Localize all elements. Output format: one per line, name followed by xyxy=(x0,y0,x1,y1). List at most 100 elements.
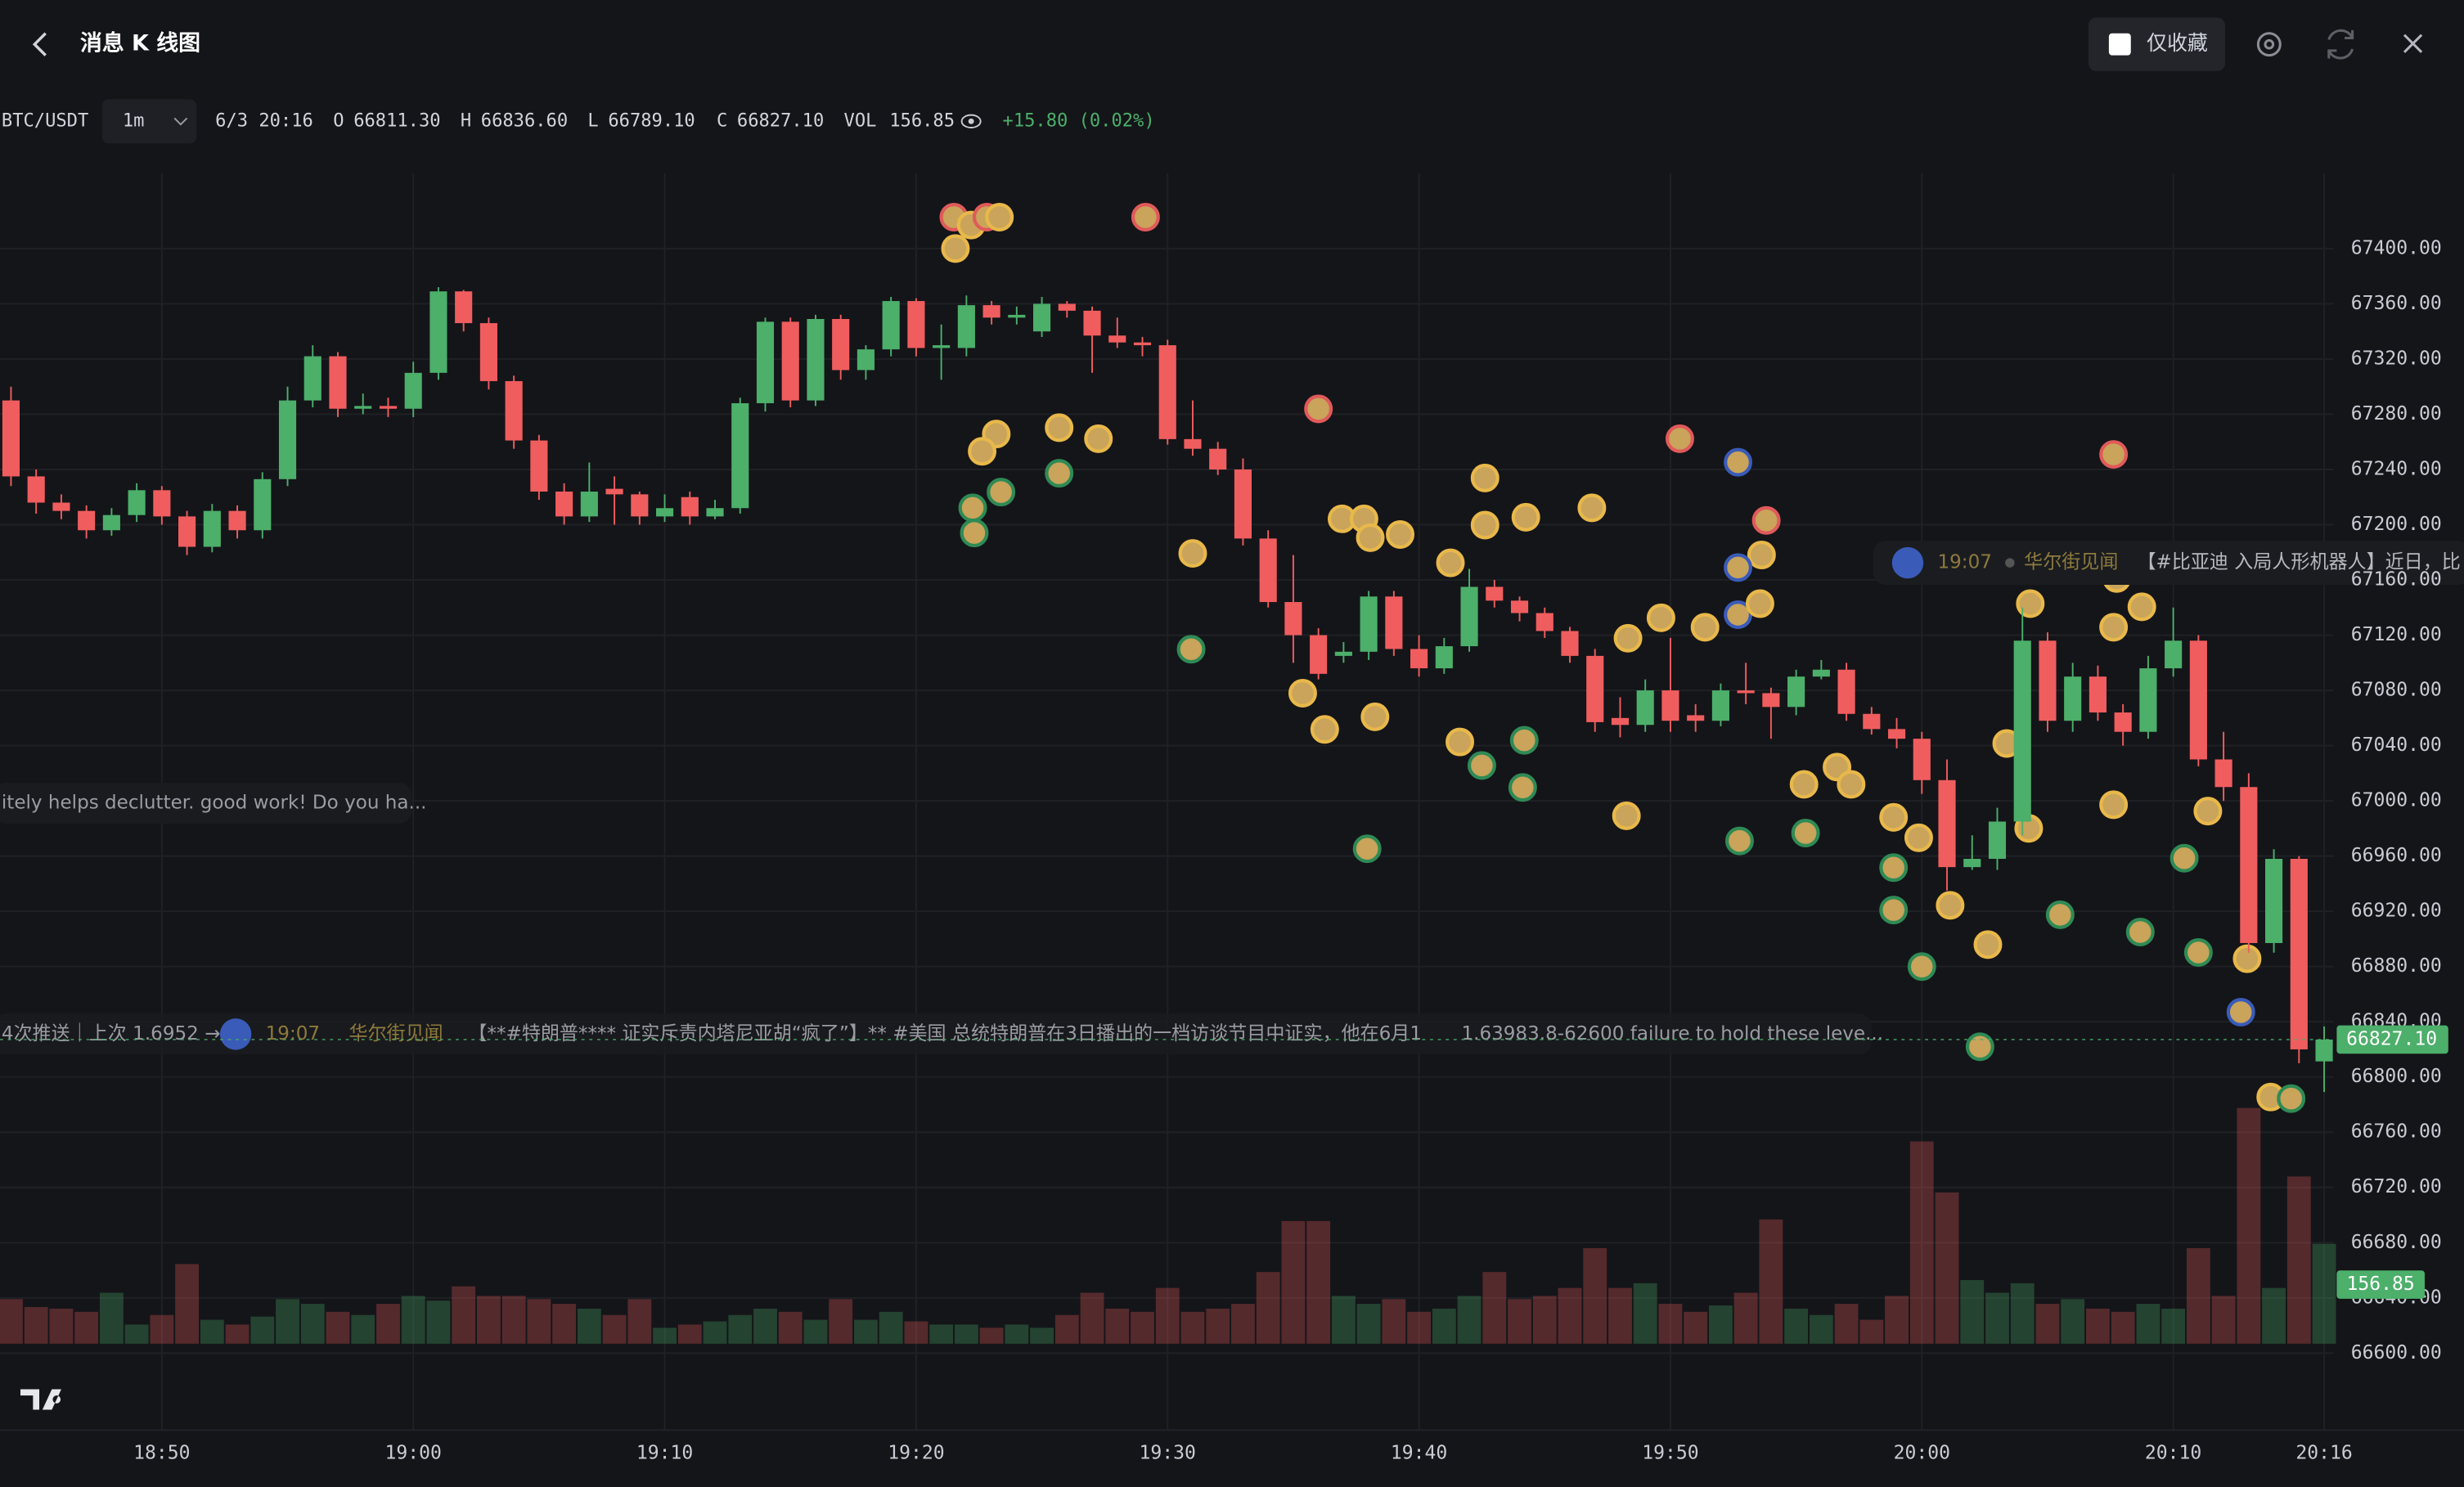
volume-bar xyxy=(2286,1176,2311,1344)
volume-bar xyxy=(1306,1220,1331,1344)
volume-bar xyxy=(200,1319,224,1344)
news-avatar xyxy=(960,519,989,548)
news-avatar xyxy=(1665,424,1694,453)
last-price-tag xyxy=(2336,1025,2448,1054)
news-avatar xyxy=(1789,770,1819,799)
refresh-button[interactable] xyxy=(2327,29,2354,60)
volume-bar xyxy=(1005,1324,1029,1344)
candle-body xyxy=(681,496,699,517)
candle-body xyxy=(2214,759,2232,788)
news-ticker[interactable] xyxy=(0,1013,1872,1055)
y-tick-label: 67400.00 xyxy=(2351,237,2442,258)
candle-body xyxy=(1611,717,1630,726)
volume-bar xyxy=(1784,1308,1809,1344)
y-tick-label: 67080.00 xyxy=(2351,680,2442,701)
news-pill[interactable] xyxy=(1873,541,2464,585)
legend-label: H xyxy=(461,110,471,131)
volume-bar xyxy=(452,1286,476,1344)
volume-bar xyxy=(954,1324,978,1344)
news-avatar xyxy=(1724,826,1754,856)
volume-bar xyxy=(1608,1287,1632,1344)
news-avatar xyxy=(1352,834,1382,864)
news-avatar xyxy=(1386,520,1415,549)
volume-bar xyxy=(1356,1304,1381,1344)
favorites-toggle[interactable]: 仅收藏 xyxy=(2088,17,2226,71)
volume-bar xyxy=(753,1308,777,1344)
x-tick-label: 20:00 xyxy=(1894,1443,1950,1464)
candle-body xyxy=(1661,690,1679,721)
candle-body xyxy=(1988,821,2007,860)
candle-body xyxy=(957,305,975,348)
news-avatar xyxy=(2045,900,2075,929)
close-button[interactable] xyxy=(2403,34,2423,53)
candle-body xyxy=(832,318,850,371)
candle-body xyxy=(1737,690,1755,694)
x-tick-label: 19:50 xyxy=(1642,1443,1698,1464)
checkbox[interactable] xyxy=(2108,33,2131,56)
news-avatar xyxy=(1879,802,1909,832)
candle-body xyxy=(1762,693,1780,708)
candle-body xyxy=(379,406,398,409)
x-tick-label: 20:10 xyxy=(2145,1443,2201,1464)
y-tick-label: 67280.00 xyxy=(2351,403,2442,425)
candle-body xyxy=(2139,668,2157,732)
candle-body xyxy=(1636,690,1654,726)
volume-bar xyxy=(703,1321,727,1344)
chevron xyxy=(173,117,188,126)
news-avatar xyxy=(2016,589,2045,618)
candle-body xyxy=(178,516,196,547)
settings-button[interactable] xyxy=(2256,32,2282,57)
news-avatar xyxy=(1973,930,2003,959)
visibility-icon[interactable] xyxy=(960,114,982,128)
y-tick-label: 67040.00 xyxy=(2351,735,2442,756)
y-tick-label: 66760.00 xyxy=(2351,1121,2442,1143)
volume-bar xyxy=(2237,1107,2261,1344)
volume-bar xyxy=(250,1316,275,1344)
news-avatar xyxy=(1304,394,1333,424)
y-tick-label: 67120.00 xyxy=(2351,624,2442,645)
last-price-label: 66827.10 xyxy=(2346,1028,2437,1049)
gear xyxy=(2256,32,2282,57)
candle-body xyxy=(2265,859,2283,943)
tradingview-logo[interactable] xyxy=(20,1389,61,1410)
candle-body xyxy=(1812,669,1830,677)
volume-bar xyxy=(929,1324,954,1344)
volume-bar xyxy=(728,1314,753,1344)
news-avatar xyxy=(958,493,987,523)
news-avatar xyxy=(1613,623,1643,653)
volume-bar xyxy=(1633,1283,1657,1344)
back-button[interactable] xyxy=(32,32,47,56)
y-tick-label: 66800.00 xyxy=(2351,1066,2442,1087)
volume-bar xyxy=(1432,1308,1456,1344)
volume-bar xyxy=(326,1311,350,1344)
news-avatar xyxy=(2226,997,2255,1027)
candle-body xyxy=(1510,600,1529,613)
news-avatar xyxy=(1751,505,1781,535)
interval-select[interactable] xyxy=(101,99,197,144)
toggle-label: 仅收藏 xyxy=(2147,31,2208,55)
news-avatar xyxy=(1724,553,1753,582)
legend-value: 66789.10 xyxy=(608,110,695,131)
volume-bar xyxy=(979,1328,1004,1344)
news-pill[interactable] xyxy=(0,783,412,824)
legend-label: C xyxy=(717,110,727,131)
volume-bar xyxy=(1407,1311,1431,1344)
volume-bar xyxy=(1105,1308,1130,1344)
candle-body xyxy=(1385,596,1403,649)
news-avatar xyxy=(1470,510,1500,540)
volume-bar xyxy=(300,1304,325,1344)
news-avatar xyxy=(1467,751,1496,780)
news-avatar xyxy=(1178,539,1207,568)
y-tick-label: 66720.00 xyxy=(2351,1176,2442,1197)
x-tick-label: 18:50 xyxy=(133,1443,190,1464)
news-avatar xyxy=(2099,613,2129,642)
volume-bar xyxy=(552,1304,577,1344)
volume-bar xyxy=(1508,1299,1531,1344)
candle-body xyxy=(1787,676,1805,708)
volume-bar xyxy=(1985,1292,2009,1344)
candle-body xyxy=(2315,1039,2333,1062)
x-tick-label: 19:10 xyxy=(636,1443,693,1464)
candle-body xyxy=(354,406,372,409)
